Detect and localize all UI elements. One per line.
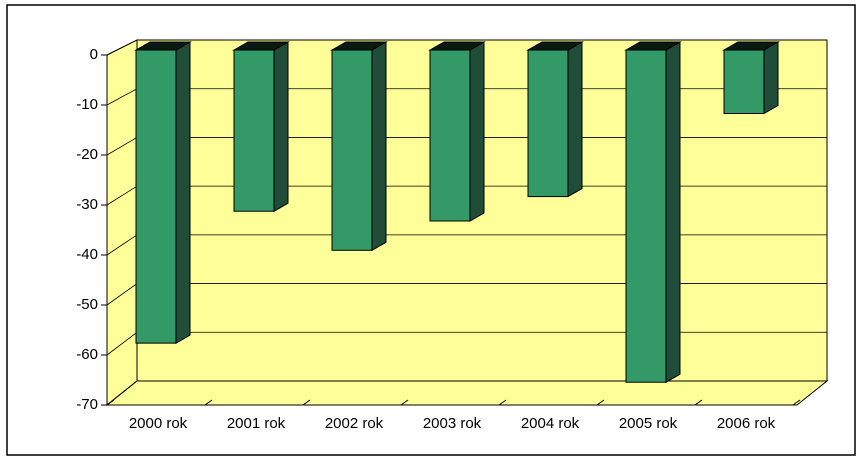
bar <box>331 49 373 251</box>
bar <box>429 49 471 222</box>
grid-line <box>106 39 827 56</box>
x-tick <box>400 399 409 406</box>
x-tick-label: 2004 rok <box>521 415 580 432</box>
x-tick-label: 2005 rok <box>619 415 678 432</box>
bar-side <box>763 41 779 115</box>
bar <box>723 49 765 115</box>
x-tick-label: 2001 rok <box>227 415 286 432</box>
bar-side <box>175 41 191 345</box>
bar-side <box>371 41 387 252</box>
y-tick-label: 0 <box>90 46 98 63</box>
x-tick <box>106 399 115 406</box>
y-tick-label: -10 <box>76 96 98 113</box>
bar-side <box>469 41 485 222</box>
bar <box>527 49 569 198</box>
bar-side <box>567 41 583 198</box>
x-tick <box>792 399 801 406</box>
bar <box>625 49 667 383</box>
x-tick <box>694 399 703 406</box>
y-tick-label: -70 <box>76 396 98 413</box>
x-tick-label: 2006 rok <box>717 415 776 432</box>
y-tick-label: -20 <box>76 146 98 163</box>
x-tick <box>498 399 507 406</box>
x-tick <box>596 399 605 406</box>
bar <box>233 49 275 212</box>
side-wall <box>106 39 138 407</box>
grid-line <box>106 380 827 406</box>
y-tick-label: -40 <box>76 246 98 263</box>
bar-side <box>273 41 289 213</box>
x-tick <box>302 399 311 406</box>
y-tick-label: -60 <box>76 346 98 363</box>
bar-side <box>665 41 681 384</box>
x-tick <box>204 399 213 406</box>
x-tick-label: 2003 rok <box>423 415 482 432</box>
floor <box>105 380 829 406</box>
x-tick-label: 2002 rok <box>325 415 384 432</box>
x-tick-label: 2000 rok <box>129 415 188 432</box>
y-tick-label: -30 <box>76 196 98 213</box>
y-tick-label: -50 <box>76 296 98 313</box>
bar <box>135 49 177 344</box>
